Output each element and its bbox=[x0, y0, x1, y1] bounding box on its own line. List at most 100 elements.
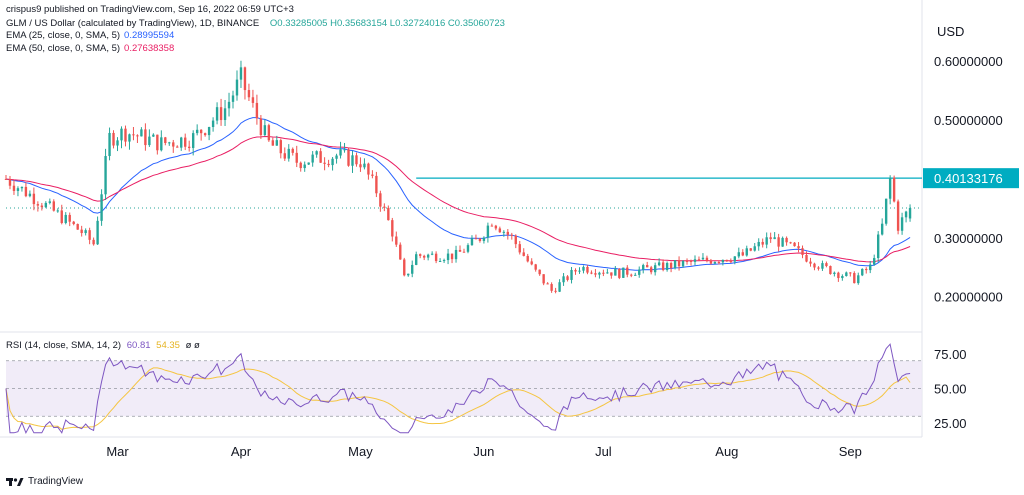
candle bbox=[295, 145, 298, 168]
candle-body bbox=[426, 254, 430, 258]
candle-body bbox=[861, 268, 864, 276]
candle-body bbox=[661, 262, 665, 271]
candle bbox=[865, 267, 868, 274]
candle-body bbox=[689, 260, 693, 262]
candle-body bbox=[534, 264, 537, 270]
candle-body bbox=[681, 260, 685, 267]
candle-body bbox=[215, 107, 219, 121]
candle bbox=[642, 263, 645, 274]
candle bbox=[570, 266, 573, 284]
candle-body bbox=[418, 254, 422, 256]
candle bbox=[438, 258, 442, 262]
candle bbox=[701, 253, 705, 260]
candle-body bbox=[140, 129, 143, 137]
candle-body bbox=[634, 274, 637, 276]
candle bbox=[669, 261, 673, 273]
candle bbox=[56, 208, 59, 213]
candle-body bbox=[415, 254, 418, 265]
candle bbox=[255, 94, 259, 125]
candle-body bbox=[375, 175, 378, 194]
candle bbox=[606, 268, 609, 274]
candle-body bbox=[705, 257, 709, 261]
candle-body bbox=[530, 261, 533, 265]
candle-body bbox=[809, 261, 812, 264]
candle bbox=[299, 161, 302, 172]
candle bbox=[267, 123, 271, 142]
candle bbox=[518, 240, 521, 255]
currency-unit[interactable]: USD bbox=[937, 24, 965, 39]
candle bbox=[510, 232, 513, 240]
candle-body bbox=[781, 237, 784, 247]
candle-body bbox=[442, 260, 446, 262]
candle bbox=[554, 287, 557, 294]
candle-body bbox=[630, 274, 633, 276]
candle-body bbox=[68, 214, 71, 222]
candle bbox=[383, 203, 386, 212]
candle bbox=[434, 251, 438, 264]
candle-body bbox=[697, 259, 701, 261]
candle-body bbox=[797, 246, 800, 249]
rsi-sma-line bbox=[5, 367, 911, 430]
candle bbox=[36, 201, 40, 212]
candle bbox=[450, 253, 454, 264]
candle-body bbox=[745, 248, 748, 256]
candle-body bbox=[550, 284, 553, 291]
candle-body bbox=[478, 238, 482, 241]
candle bbox=[415, 251, 418, 266]
rsi-legend[interactable]: RSI (14, close, SMA, 14, 2) 60.81 54.35 … bbox=[6, 340, 200, 351]
candle-body bbox=[176, 146, 179, 148]
candle-body bbox=[817, 267, 820, 269]
candle bbox=[514, 234, 517, 249]
rsi-extra: ø ø bbox=[185, 340, 200, 351]
candle-body bbox=[367, 163, 370, 175]
candle-body bbox=[833, 272, 836, 274]
candle bbox=[630, 273, 633, 278]
candle bbox=[653, 262, 657, 276]
candle-body bbox=[566, 276, 569, 280]
candle-body bbox=[470, 238, 474, 246]
candle bbox=[411, 260, 414, 278]
candle bbox=[458, 245, 462, 252]
candle bbox=[227, 92, 231, 117]
candle bbox=[841, 274, 844, 281]
tradingview-logo[interactable]: TradingView bbox=[6, 476, 83, 487]
candle bbox=[681, 260, 685, 268]
candle-body bbox=[283, 153, 286, 159]
candle-body bbox=[24, 186, 28, 197]
candle-body bbox=[383, 206, 386, 208]
legend-ema50[interactable]: EMA (50, close, 0, SMA, 5) 0.27638358 bbox=[6, 43, 174, 54]
candle-body bbox=[733, 256, 737, 262]
price-tick-label: 0.60000000 bbox=[934, 54, 1003, 69]
candle-body bbox=[526, 255, 529, 262]
candle bbox=[880, 218, 884, 236]
candle-body bbox=[243, 67, 247, 91]
candle-body bbox=[450, 253, 454, 260]
candle-body bbox=[36, 204, 40, 206]
candle-body bbox=[789, 242, 792, 244]
candle bbox=[482, 236, 486, 244]
candle-body bbox=[207, 127, 211, 136]
candle bbox=[602, 269, 605, 277]
candle-body bbox=[371, 174, 374, 176]
symbol-title[interactable]: GLM / US Dollar (calculated by TradingVi… bbox=[6, 18, 260, 29]
candle-body bbox=[765, 237, 768, 245]
candle bbox=[28, 190, 32, 198]
candle-body bbox=[673, 260, 677, 269]
time-tick-label: Aug bbox=[715, 444, 738, 459]
candle-body bbox=[880, 223, 884, 235]
candle-body bbox=[100, 194, 103, 221]
candle-body bbox=[227, 101, 231, 109]
candle-body bbox=[323, 162, 326, 164]
rsi-tick-label: 25.00 bbox=[934, 416, 967, 431]
candle bbox=[88, 227, 91, 245]
candle-body bbox=[255, 102, 259, 119]
candle bbox=[180, 136, 183, 151]
candle-body bbox=[331, 158, 334, 166]
candle bbox=[773, 232, 776, 240]
legend-ema25[interactable]: EMA (25, close, 0, SMA, 5) 0.28995594 bbox=[6, 30, 174, 41]
candle-body bbox=[729, 261, 733, 263]
candle-body bbox=[96, 220, 99, 245]
candle bbox=[849, 272, 852, 277]
candle bbox=[152, 133, 155, 137]
